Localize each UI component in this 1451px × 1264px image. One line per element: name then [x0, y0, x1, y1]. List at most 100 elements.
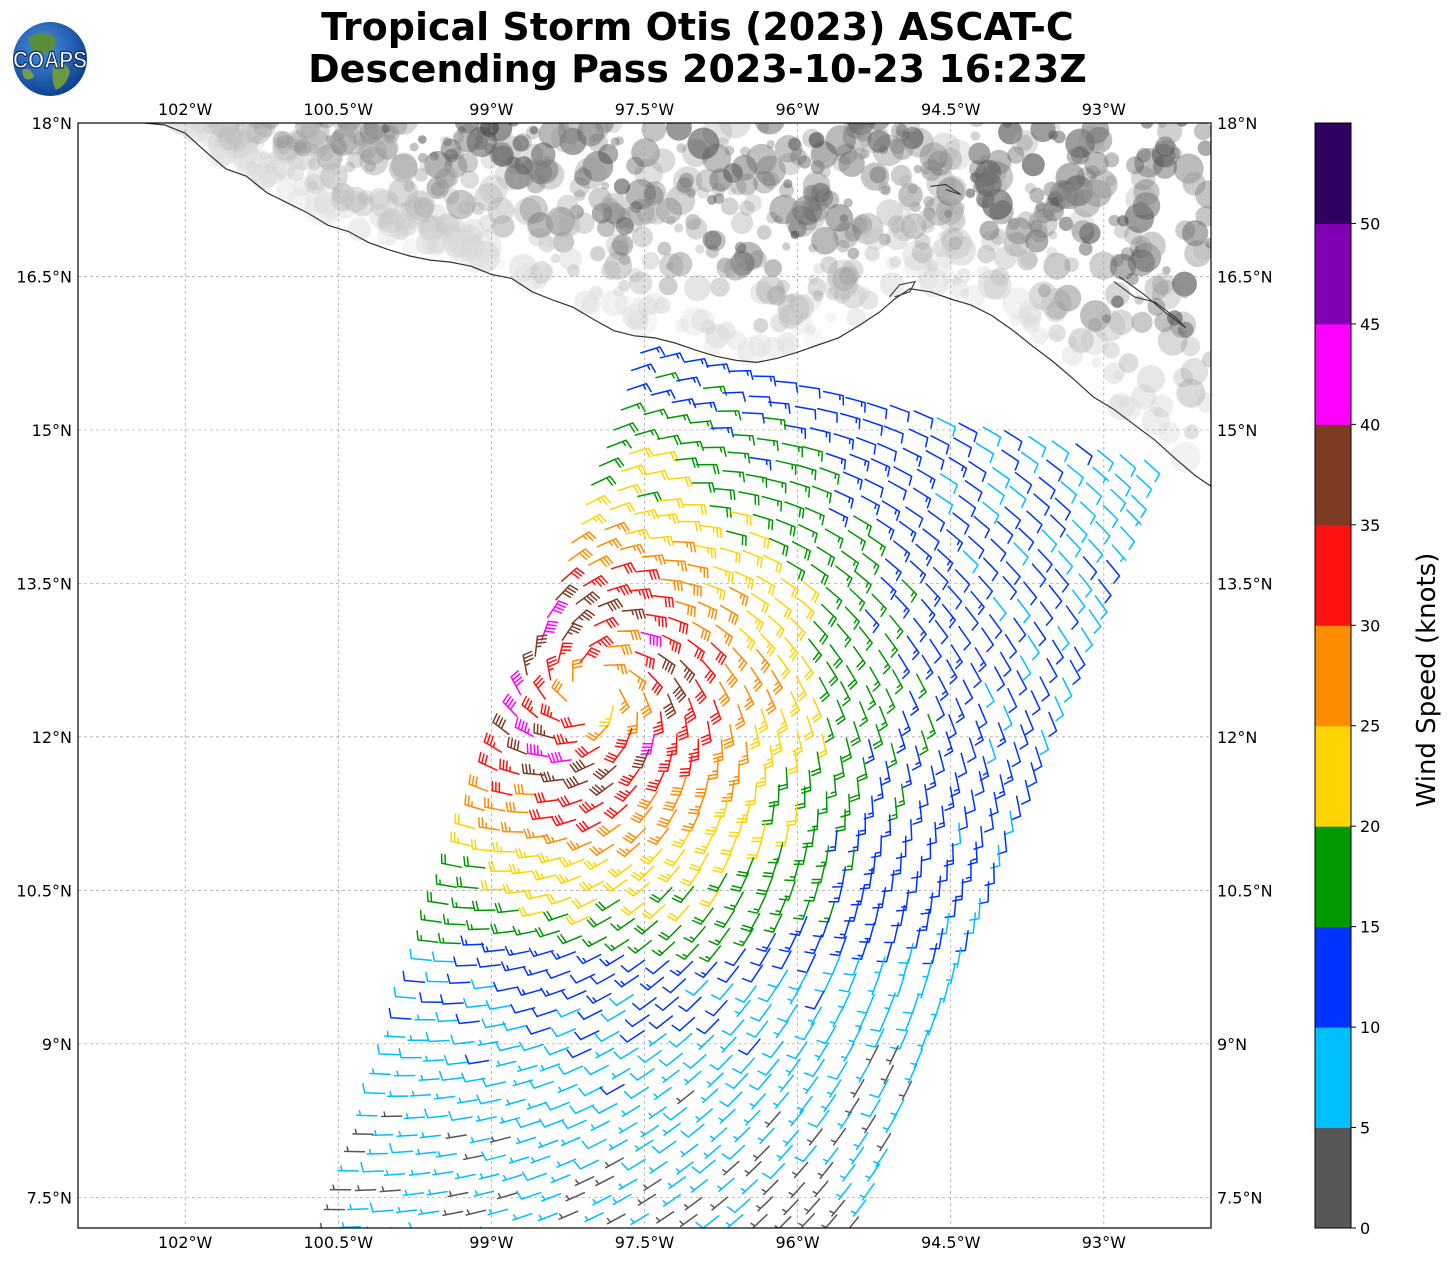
- wind-barb: [626, 711, 639, 735]
- wind-barb: [1001, 449, 1020, 471]
- wind-barb: [617, 629, 642, 641]
- wind-barb: [1003, 705, 1013, 731]
- terrain-patch: [782, 242, 791, 251]
- terrain-patch: [590, 246, 606, 262]
- wind-barb: [1007, 687, 1018, 714]
- terrain-patch: [807, 277, 827, 297]
- wind-barb: [961, 859, 972, 884]
- wind-barb: [418, 1074, 440, 1081]
- wind-barb: [595, 1175, 615, 1187]
- wind-barb: [952, 512, 970, 535]
- terrain-patch: [776, 279, 791, 294]
- wind-barb: [755, 875, 774, 896]
- wind-barb: [384, 1030, 406, 1038]
- terrain-patch: [941, 138, 973, 171]
- wind-barb: [685, 980, 709, 996]
- wind-barb: [1013, 542, 1029, 566]
- colorbar-bin: [1315, 725, 1351, 827]
- wind-barb: [844, 606, 861, 630]
- terrain-patch: [212, 139, 221, 148]
- wind-barb: [450, 1034, 475, 1045]
- wind-barb: [822, 390, 845, 406]
- wind-barb: [1019, 655, 1032, 681]
- terrain-patch: [696, 186, 710, 199]
- wind-barb: [695, 1215, 720, 1228]
- terrain-patch: [1051, 330, 1061, 339]
- wind-barb: [734, 985, 757, 1003]
- terrain-patch: [833, 287, 851, 304]
- wind-barb: [489, 1136, 511, 1143]
- wind-barb: [622, 827, 646, 844]
- terrain-patch: [1080, 300, 1111, 332]
- wind-barb: [816, 733, 828, 759]
- wind-barb: [692, 621, 711, 642]
- wind-barb: [1111, 544, 1127, 563]
- terrain-patch: [1109, 253, 1136, 280]
- wind-barb: [843, 1216, 860, 1228]
- colorbar-bin: [1315, 826, 1351, 928]
- terrain-patch: [378, 215, 395, 231]
- terrain-patch: [770, 313, 789, 333]
- terrain-patch: [577, 123, 605, 147]
- terrain-patch: [1108, 309, 1134, 336]
- wind-barb: [885, 558, 902, 582]
- wind-barb: [978, 575, 994, 600]
- wind-barb: [555, 873, 581, 885]
- wind-barb: [578, 880, 605, 892]
- wind-barb: [829, 1199, 846, 1217]
- terrain-patch: [345, 190, 367, 213]
- terrain-patch: [695, 168, 720, 193]
- terrain-patch: [597, 218, 616, 238]
- wind-barb: [864, 478, 884, 498]
- wind-barb: [648, 1015, 674, 1030]
- lat-tick-right: 18°N: [1217, 114, 1257, 133]
- terrain-patch: [1030, 327, 1049, 345]
- wind-barb: [732, 1057, 755, 1074]
- wind-barb: [637, 491, 663, 502]
- wind-barb: [741, 412, 765, 424]
- wind-barb: [902, 763, 912, 789]
- wind-barb: [581, 513, 607, 525]
- wind-barb: [551, 1028, 577, 1038]
- wind-barb: [1041, 529, 1058, 553]
- wind-barb: [1092, 466, 1110, 484]
- wind-barb: [856, 757, 868, 782]
- terrain-patch: [1159, 422, 1181, 444]
- wind-barb: [634, 509, 659, 520]
- terrain-patch: [574, 189, 586, 201]
- terrain-patch: [362, 124, 384, 146]
- lat-tick-left: 10.5°N: [16, 881, 72, 900]
- terrain-patch: [755, 275, 786, 305]
- wind-barb: [456, 876, 479, 889]
- wind-barb: [442, 913, 466, 926]
- wind-barb: [697, 1034, 715, 1051]
- wind-barb: [909, 690, 920, 716]
- wind-barb: [856, 436, 877, 455]
- terrain-patch: [529, 126, 538, 135]
- terrain-patch: [629, 271, 653, 295]
- wind-barb: [691, 1159, 716, 1174]
- wind-barb: [845, 396, 866, 413]
- terrain-patch: [347, 151, 365, 169]
- wind-barb: [929, 928, 944, 950]
- wind-barb: [625, 882, 650, 897]
- terrain-patch: [748, 333, 772, 357]
- terrain-patch: [418, 135, 427, 144]
- wind-barb: [948, 456, 968, 478]
- terrain-patch: [1177, 321, 1194, 338]
- wind-barb: [853, 515, 872, 536]
- terrain-patch: [808, 132, 825, 148]
- wind-barb: [947, 585, 963, 610]
- wind-barb: [485, 1000, 511, 1011]
- wind-barb: [836, 623, 852, 648]
- wind-barb: [847, 829, 860, 853]
- terrain-patch: [720, 197, 739, 216]
- wind-barb: [926, 713, 936, 740]
- wind-barb: [595, 1047, 615, 1059]
- lon-tick-top: 93°W: [1082, 100, 1126, 119]
- wind-barb: [680, 1123, 705, 1138]
- wind-barb: [668, 616, 689, 635]
- terrain-patch: [574, 157, 607, 189]
- wind-barb: [760, 633, 776, 657]
- terrain-patch: [1192, 240, 1211, 261]
